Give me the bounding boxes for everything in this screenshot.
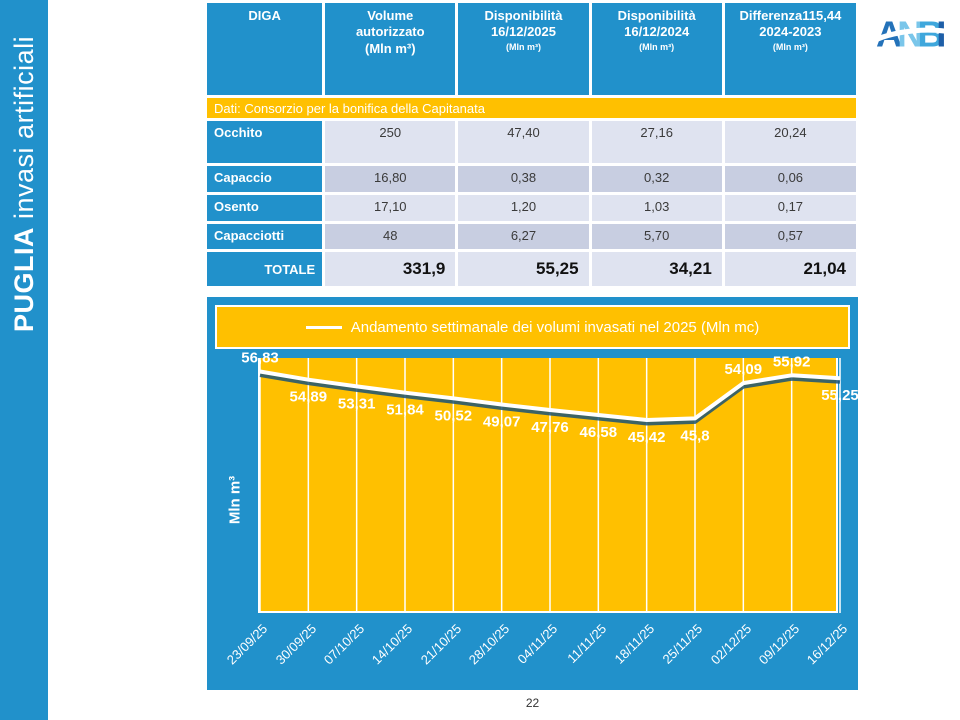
x-axis-labels: 23/09/25 30/09/25 07/10/25 14/10/25 21/10/25… <box>207 297 858 690</box>
column-header-2: Disponibilità 16/12/2025 (Mln m³) <box>458 3 589 95</box>
point-label: 46,58 <box>580 424 618 441</box>
value-cell: 47,40 <box>458 121 589 163</box>
logo-letter: I <box>936 13 946 54</box>
x-tick-label: 23/09/25 <box>224 621 271 668</box>
value-cell: 27,16 <box>591 121 722 163</box>
logo-letter: B <box>918 13 944 54</box>
value-cell: 250 <box>325 121 456 163</box>
table-header-row: DIGA Volume autorizzato (Mln m³) Disponibili… <box>207 3 856 95</box>
value-cell: 0,38 <box>458 166 589 192</box>
x-tick-label: 14/10/25 <box>369 621 416 668</box>
value-cell: 0,06 <box>724 166 856 192</box>
weekly-volume-chart: Andamento settimanale dei volumi invasat… <box>207 297 859 690</box>
x-tick-label: 18/11/25 <box>611 621 658 667</box>
slide-vertical-title: PUGLIA invasi artificiali <box>9 36 40 332</box>
x-tick-label: 02/12/25 <box>707 621 754 668</box>
point-label: 45,42 <box>628 429 666 446</box>
value-cell: 5,70 <box>591 224 722 249</box>
point-label: 55,25 <box>821 387 859 404</box>
total-value-cell: 331,9 <box>325 252 456 286</box>
point-label: 54,09 <box>725 361 763 378</box>
point-label: 47,76 <box>531 419 569 436</box>
dam-name-cell: Capacciotti <box>207 224 323 249</box>
x-tick-label: 25/11/25 <box>659 621 706 667</box>
point-label: 53,31 <box>338 395 376 412</box>
value-cell: 20,24 <box>724 121 856 163</box>
point-label: 55,92 <box>773 353 811 370</box>
value-cell: 48 <box>325 224 456 249</box>
chart-title-text: Andamento settimanale dei volumi invasat… <box>350 318 760 336</box>
x-tick-label: 21/10/25 <box>417 621 464 668</box>
value-cell: 0,57 <box>724 224 856 249</box>
data-source-banner-row: Dati: Consorzio per la bonifica della Ca… <box>207 98 856 118</box>
x-tick-label: 28/10/25 <box>465 621 513 668</box>
x-tick-label: 11/11/25 <box>563 621 609 667</box>
dam-name-cell: Osento <box>207 195 323 221</box>
point-label: 45,8 <box>680 427 709 444</box>
table-row: Osento 17,10 1,20 1,03 0,17 <box>207 195 856 221</box>
value-cell: 16,80 <box>325 166 456 192</box>
logo-swoosh <box>876 27 954 43</box>
total-value-cell: 34,21 <box>591 252 722 286</box>
value-cell: 6,27 <box>458 224 589 249</box>
chart-legend: Andamento settimanale dei volumi invasat… <box>215 305 850 349</box>
dam-name-cell: Occhito <box>207 121 323 163</box>
data-source-banner: Dati: Consorzio per la bonifica della Ca… <box>207 98 856 118</box>
total-value-cell: 55,25 <box>458 252 589 286</box>
page-number: 22 <box>525 696 540 710</box>
x-tick-label: 04/11/25 <box>514 621 561 667</box>
region-subtitle: invasi artificiali <box>9 35 39 219</box>
x-tick-label: 16/12/25 <box>804 621 851 668</box>
reservoir-table: DIGA Volume autorizzato (Mln m³) Disponibili… <box>204 0 859 289</box>
column-header-1: Volume autorizzato (Mln m³) <box>325 3 456 95</box>
value-cell: 1,20 <box>458 195 589 221</box>
x-tick-label: 30/09/25 <box>272 621 319 668</box>
series-line <box>259 369 841 422</box>
column-header-4: Differenza115,44 2024-2023 (Mln m³) <box>724 3 856 95</box>
column-header-0: DIGA <box>207 3 323 95</box>
point-label: 54,89 <box>290 389 328 406</box>
total-value-cell: 21,04 <box>724 252 856 286</box>
value-cell: 0,32 <box>591 166 722 192</box>
series-line-shadow <box>259 373 841 426</box>
point-label: 56,83 <box>241 349 279 366</box>
dam-name-cell: Capaccio <box>207 166 323 192</box>
x-tick-label: 09/12/25 <box>755 621 803 668</box>
point-label: 50,52 <box>435 407 473 424</box>
left-accent-band: PUGLIA invasi artificiali <box>0 0 48 720</box>
total-label-cell: TOTALE <box>207 252 323 286</box>
point-label: 51,84 <box>386 402 424 419</box>
column-header-3: Disponibilità 16/12/2024 (Mln m³) <box>591 3 722 95</box>
value-cell: 17,10 <box>325 195 456 221</box>
x-tick-label: 07/10/25 <box>320 621 368 668</box>
table-row: Capacciotti 48 6,27 5,70 0,57 <box>207 224 856 249</box>
table-row: Occhito 250 47,40 27,16 20,24 <box>207 121 856 163</box>
plot-area: 56,83 54,89 53,31 51,84 50,52 49,07 47,76 46,58… <box>241 349 859 613</box>
line-chart-svg: 56,83 54,89 53,31 51,84 50,52 49,07 47,76 46,58… <box>241 349 859 613</box>
value-cell: 0,17 <box>724 195 856 221</box>
point-label: 49,07 <box>483 413 521 430</box>
legend-line-marker-icon <box>305 325 342 329</box>
region-name: PUGLIA <box>9 226 39 332</box>
total-row: TOTALE 331,9 55,25 34,21 21,04 <box>207 252 856 286</box>
value-cell: 1,03 <box>591 195 722 221</box>
table-row: Capaccio 16,80 0,38 0,32 0,06 <box>207 166 856 192</box>
